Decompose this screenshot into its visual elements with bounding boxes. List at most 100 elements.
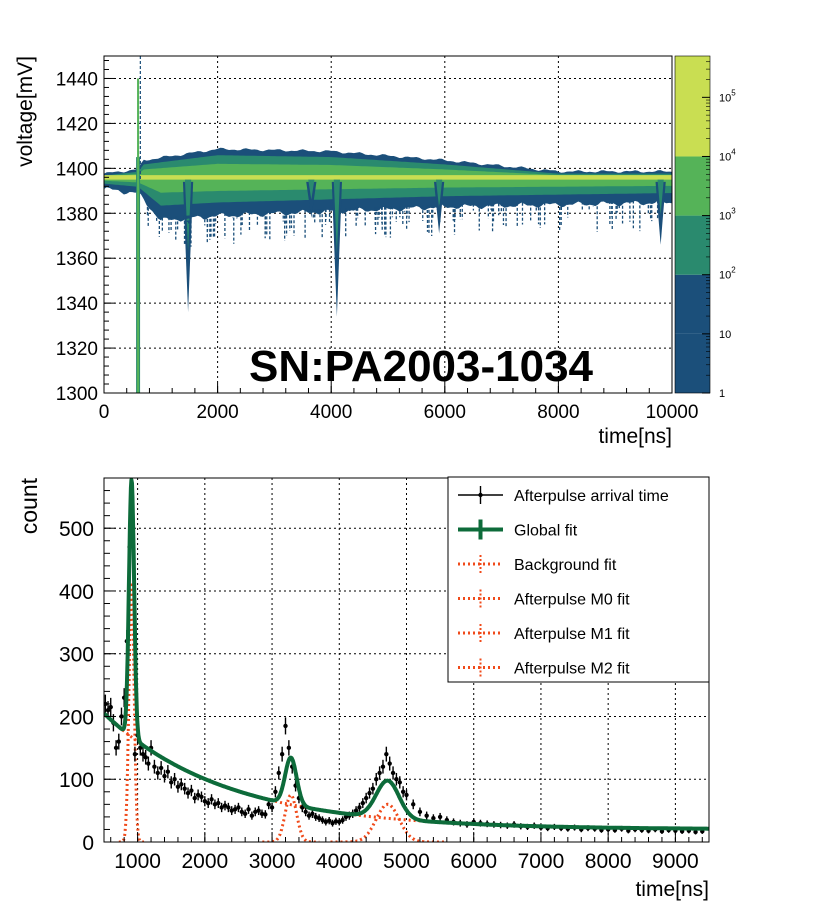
data-point: [182, 782, 187, 795]
data-point-marker: [209, 797, 214, 802]
data-point-marker: [363, 795, 369, 801]
data-point-marker: [138, 745, 143, 751]
data-point-marker: [152, 764, 157, 769]
legend-label: Global fit: [514, 523, 578, 540]
bottom-x-tick-label: 8000: [585, 850, 632, 873]
data-point-marker: [222, 803, 228, 808]
top-x-tick-label: 6000: [424, 402, 466, 423]
data-point: [113, 740, 119, 756]
data-point-marker: [146, 761, 151, 766]
data-point: [330, 819, 335, 827]
afterpulse-m2-fit-curve: [330, 802, 445, 842]
top-y-axis-label: voltage[mV]: [14, 56, 37, 167]
data-point-marker: [259, 811, 265, 816]
data-point: [397, 776, 402, 789]
data-point: [108, 697, 113, 717]
colorbar-segment-0: [675, 333, 710, 393]
data-point: [367, 787, 372, 799]
data-point-marker: [132, 751, 138, 757]
bottom-x-axis-label: time[ns]: [635, 878, 709, 901]
data-point-marker: [283, 723, 288, 729]
data-point: [219, 802, 224, 813]
legend-item: Afterpulse arrival time: [458, 486, 669, 505]
data-point: [146, 756, 151, 771]
legend-box: [447, 476, 710, 683]
data-point-marker: [404, 792, 409, 798]
data-point-marker: [239, 809, 245, 815]
legend: Afterpulse arrival time Global fit Backgro…: [447, 476, 710, 683]
data-point: [279, 746, 285, 762]
data-point-marker: [380, 764, 386, 769]
data-point: [326, 817, 332, 825]
data-point-marker: [400, 789, 406, 794]
data-point-marker: [192, 795, 197, 801]
data-point-marker: [384, 751, 389, 757]
data-point: [253, 807, 258, 817]
data-point: [380, 759, 386, 774]
top-chart: 0 2000 4000 6000 8000 10000 13001320134013601…: [14, 55, 736, 448]
data-point-marker: [337, 819, 342, 825]
bottom-y-tick-label: 300: [59, 644, 94, 667]
data-point-marker: [256, 808, 261, 813]
top-plot-background: [104, 56, 672, 393]
data-point: [400, 786, 406, 798]
data-point-marker: [273, 789, 278, 794]
bottom-x-tick-label: 9000: [652, 850, 699, 873]
data-point-marker: [693, 829, 698, 835]
data-point-marker: [263, 812, 268, 817]
data-point-marker: [105, 708, 111, 713]
data-point: [229, 806, 234, 816]
data-point: [273, 786, 278, 798]
colorbar-tick-base: 10: [719, 329, 731, 341]
data-point: [158, 761, 164, 775]
top-y-tick-label: 1380: [56, 204, 98, 225]
top-x-ticks: 0 2000 4000 6000 8000 10000: [99, 383, 698, 423]
data-point: [152, 759, 157, 774]
colorbar-segment-3: [675, 156, 710, 216]
data-point-marker: [326, 818, 332, 823]
data-point-marker: [424, 813, 429, 818]
data-point: [179, 778, 184, 791]
data-point-marker: [313, 814, 318, 820]
data-point: [195, 789, 201, 801]
data-point-marker: [246, 807, 251, 812]
data-point: [316, 814, 322, 823]
bottom-x-tick-label: 4000: [316, 850, 363, 873]
data-point-marker: [269, 805, 275, 810]
data-point-marker: [232, 807, 238, 812]
data-point: [310, 809, 315, 818]
top-y-tick-label: 1360: [56, 249, 98, 270]
top-x-tick-label: 8000: [537, 402, 579, 423]
data-point-marker: [377, 770, 382, 776]
data-point: [202, 796, 208, 807]
colorbar-tick-exponent: 3: [731, 207, 736, 216]
data-point: [411, 799, 416, 810]
data-point: [424, 811, 429, 820]
top-x-tick-label: 0: [99, 402, 110, 423]
afterpulse-dip-core-4: [657, 179, 664, 215]
data-point-marker: [397, 780, 402, 785]
data-point-marker: [279, 751, 285, 757]
bottom-x-ticks: 1000 2000 3000 4000 5000 6000 7000 8000 9000: [110, 832, 703, 873]
data-point-marker: [431, 815, 436, 821]
data-point-marker: [199, 794, 204, 800]
bottom-x-tick-label: 2000: [181, 850, 228, 873]
colorbar-tick-label: 102: [719, 266, 736, 282]
data-point-marker: [276, 770, 281, 776]
data-point-marker: [116, 739, 121, 744]
bottom-x-tick-label: 7000: [518, 850, 565, 873]
bottom-y-axis-label: count: [16, 477, 42, 534]
data-point-marker: [172, 777, 177, 782]
colorbar-tick-base: 1: [719, 388, 725, 400]
bottom-x-tick-label: 6000: [450, 850, 497, 873]
legend-item: Background fit: [458, 555, 617, 574]
data-point: [333, 817, 339, 825]
data-point: [259, 809, 265, 818]
data-point: [357, 802, 362, 813]
afterpulse-dip-core-0: [184, 179, 192, 252]
data-point-marker: [286, 745, 292, 751]
top-y-tick-label: 1400: [56, 159, 98, 180]
data-point: [189, 784, 194, 797]
data-point: [212, 799, 218, 810]
data-point-marker: [195, 792, 201, 798]
